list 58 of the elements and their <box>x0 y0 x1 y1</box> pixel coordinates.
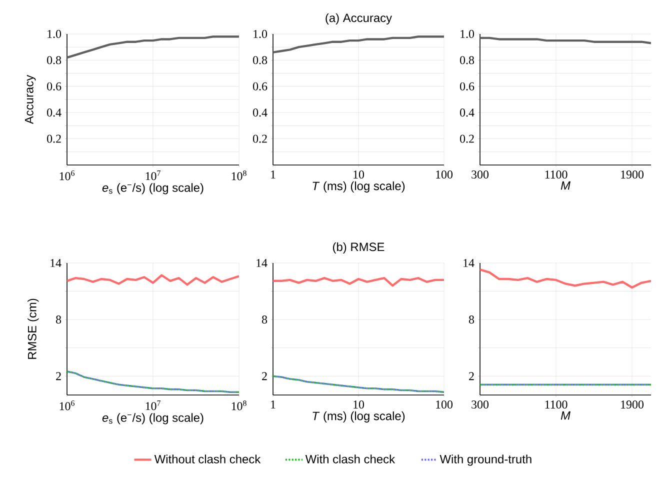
y-tick-label: 0.6 <box>253 82 268 90</box>
y-tick-label: 8 <box>468 316 474 324</box>
y-axis-title: RMSE (cm) <box>28 298 39 359</box>
y-tick-label: 0.8 <box>460 56 474 64</box>
x-axis-title: e$_{s}$ (e$^{−}$/s) (log scale) <box>102 183 204 194</box>
y-tick-label: 0.6 <box>47 82 62 90</box>
y-tick-label: 2 <box>262 372 267 380</box>
x-tick-label: 1 <box>271 170 276 178</box>
x-tick-label: 100 <box>436 170 453 179</box>
y-tick-label: 0.2 <box>253 134 267 143</box>
x-tick-label: 10 <box>354 170 364 179</box>
x-tick-label: 300 <box>472 170 489 179</box>
y-tick-label: 0.2 <box>460 134 474 143</box>
legend-label: Without clash check <box>154 454 261 464</box>
x-tick-label: 10$^{6}$ <box>60 170 74 180</box>
x-tick-label: 1100 <box>545 170 568 179</box>
x-axis-title: T (ms) (log scale) <box>312 181 405 193</box>
y-tick-label: 8 <box>56 316 62 324</box>
line-series <box>273 276 444 287</box>
x-tick-label: 1900 <box>621 170 644 179</box>
x-tick-label: 10 <box>354 400 364 409</box>
x-axis-title: M <box>560 411 570 420</box>
y-tick-label: 0.8 <box>253 56 268 64</box>
y-tick-label: 0.4 <box>47 108 62 117</box>
line-series <box>480 268 652 289</box>
y-tick-label: 1.0 <box>460 30 474 38</box>
y-tick-label: 0.6 <box>460 82 474 90</box>
y-tick-label: 14 <box>464 259 474 267</box>
y-tick-label: 14 <box>256 259 268 267</box>
y-tick-label: 0.4 <box>460 108 474 117</box>
x-tick-label: 10$^{7}$ <box>146 170 160 180</box>
y-tick-label: 0.2 <box>47 134 61 143</box>
x-axis-title: T (ms) (log scale) <box>312 411 405 423</box>
chart-title: (b) RMSE <box>333 242 384 254</box>
x-tick-label: 100 <box>436 400 453 409</box>
y-tick-label: 1.0 <box>48 30 62 38</box>
y-tick-label: 0.8 <box>47 56 62 64</box>
x-tick-label: 10$^{7}$ <box>146 400 160 410</box>
y-tick-label: 2 <box>469 372 474 380</box>
x-tick-label: 10$^{6}$ <box>60 400 74 410</box>
chart-title: (a) Accuracy <box>326 13 392 24</box>
y-axis-title: Accuracy <box>25 74 36 124</box>
y-tick-label: 14 <box>50 259 62 267</box>
y-tick-label: 8 <box>262 316 268 324</box>
x-tick-label: 1 <box>271 400 276 408</box>
x-axis-title: M <box>560 181 570 190</box>
legend-label: With ground-truth <box>440 454 532 466</box>
x-axis-title: e$_{s}$ (e$^{−}$/s) (log scale) <box>102 413 204 424</box>
x-tick-label: 300 <box>472 400 489 409</box>
y-tick-label: 0.4 <box>253 108 268 117</box>
x-tick-label: 10$^{8}$ <box>232 400 246 410</box>
x-tick-label: 1900 <box>621 400 644 409</box>
y-tick-label: 2 <box>56 372 61 380</box>
x-tick-label: 10$^{8}$ <box>232 170 246 180</box>
line-series <box>67 274 240 286</box>
y-tick-label: 1.0 <box>254 30 268 38</box>
legend-label: With clash check <box>305 454 396 464</box>
x-tick-label: 1100 <box>545 400 568 409</box>
